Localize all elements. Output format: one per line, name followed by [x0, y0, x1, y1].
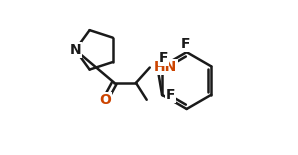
- Text: N: N: [69, 43, 81, 57]
- Text: F: F: [159, 51, 168, 65]
- Text: HN: HN: [153, 60, 177, 74]
- Text: F: F: [180, 37, 190, 51]
- Text: O: O: [99, 93, 111, 107]
- Text: F: F: [166, 88, 175, 102]
